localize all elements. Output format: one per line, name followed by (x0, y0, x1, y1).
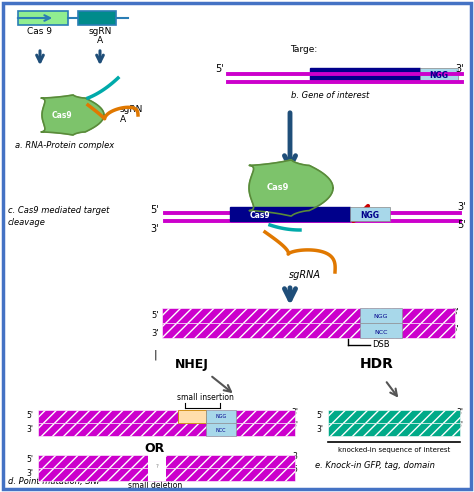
Text: knocked-in sequence of interest: knocked-in sequence of interest (338, 447, 450, 453)
Text: A: A (97, 36, 103, 45)
Text: NHEJ: NHEJ (175, 358, 209, 371)
Bar (38, 410, 295, 423)
Text: small insertion: small insertion (176, 393, 233, 402)
Text: 5': 5' (457, 220, 466, 230)
Text: Cas9: Cas9 (52, 112, 73, 121)
Polygon shape (41, 95, 104, 135)
Text: 5': 5' (451, 325, 459, 334)
Text: NGG: NGG (429, 71, 448, 81)
Bar (328, 410, 460, 423)
Text: Targe:: Targe: (290, 45, 317, 54)
Text: a. RNA-Protein complex: a. RNA-Protein complex (15, 141, 114, 150)
Text: 5: 5 (292, 465, 298, 474)
FancyBboxPatch shape (78, 11, 116, 25)
Bar (38, 455, 295, 468)
Bar (162, 308, 455, 323)
Text: 5': 5' (151, 205, 159, 215)
Bar (38, 423, 295, 436)
Text: NGG: NGG (374, 314, 388, 319)
Bar (148, 455, 166, 481)
Text: DSB: DSB (372, 340, 390, 349)
Text: 3': 3' (151, 224, 159, 234)
Bar (38, 468, 295, 481)
Text: 3: 3 (292, 452, 298, 461)
Text: 3': 3' (458, 202, 466, 212)
FancyBboxPatch shape (350, 207, 390, 221)
FancyBboxPatch shape (360, 308, 402, 323)
Text: 3': 3' (151, 329, 159, 338)
Text: Cas9: Cas9 (250, 211, 270, 219)
Text: sgRNA: sgRNA (289, 270, 321, 280)
Text: 3': 3' (451, 308, 459, 317)
FancyBboxPatch shape (420, 68, 458, 82)
Text: 3': 3' (317, 425, 323, 434)
Text: ?: ? (155, 464, 158, 469)
Text: Cas9: Cas9 (267, 184, 289, 192)
Text: HDR: HDR (360, 357, 394, 371)
FancyBboxPatch shape (230, 207, 350, 221)
FancyBboxPatch shape (310, 68, 420, 82)
Text: 3': 3' (456, 408, 464, 417)
Text: c. Cas9 mediated target
cleavage: c. Cas9 mediated target cleavage (8, 206, 109, 227)
Text: 5': 5' (27, 411, 34, 420)
Bar (328, 423, 460, 436)
Text: A: A (120, 115, 126, 124)
Text: NGG: NGG (215, 414, 227, 420)
Text: OR: OR (145, 442, 165, 455)
Text: d. Point mutation, SNP: d. Point mutation, SNP (8, 477, 102, 486)
Text: small deletion: small deletion (128, 481, 182, 490)
Text: 5': 5' (292, 421, 299, 430)
Text: NCC: NCC (216, 428, 226, 432)
Text: 5': 5' (151, 311, 159, 320)
Text: NCC: NCC (374, 330, 388, 335)
Polygon shape (249, 160, 333, 216)
Text: 5': 5' (27, 455, 34, 464)
Text: sgRN: sgRN (88, 27, 112, 36)
Bar (162, 323, 455, 338)
Bar (206, 423, 236, 436)
Text: 3': 3' (27, 469, 34, 478)
Text: Cas 9: Cas 9 (27, 27, 53, 36)
Text: 5': 5' (456, 421, 464, 430)
Text: e. Knock-in GFP, tag, domain: e. Knock-in GFP, tag, domain (315, 461, 435, 470)
Text: NGG: NGG (361, 211, 380, 219)
Text: sgRN: sgRN (120, 105, 143, 114)
Text: |: | (153, 350, 157, 361)
Text: 3': 3' (27, 425, 34, 434)
Text: 5': 5' (317, 411, 323, 420)
FancyBboxPatch shape (360, 323, 402, 338)
Text: 3': 3' (292, 408, 299, 417)
FancyBboxPatch shape (18, 11, 68, 25)
Bar (206, 410, 236, 423)
Text: b. Gene of interest: b. Gene of interest (291, 91, 369, 100)
Text: 3': 3' (456, 64, 465, 74)
Text: 5': 5' (216, 64, 224, 74)
Bar (178, 410, 206, 423)
